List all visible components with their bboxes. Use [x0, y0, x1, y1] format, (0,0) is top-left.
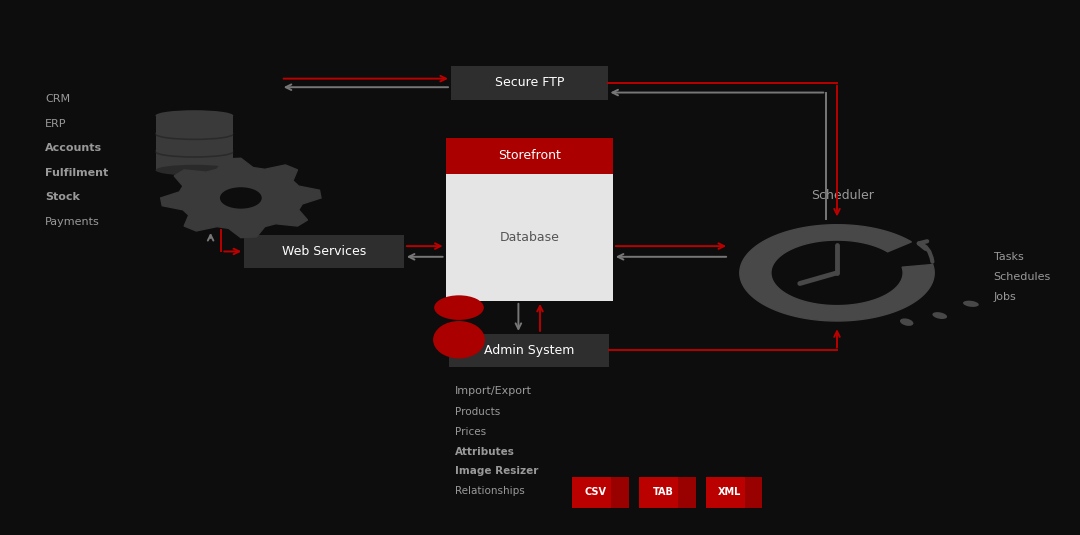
Bar: [156, 133, 233, 152]
FancyBboxPatch shape: [449, 334, 609, 367]
Text: Schedules: Schedules: [994, 272, 1051, 282]
Ellipse shape: [900, 318, 914, 326]
FancyBboxPatch shape: [244, 235, 404, 268]
Circle shape: [202, 179, 280, 217]
Polygon shape: [740, 225, 934, 321]
Text: Attributes: Attributes: [455, 447, 514, 456]
Text: Jobs: Jobs: [994, 293, 1016, 302]
Ellipse shape: [932, 312, 947, 319]
FancyBboxPatch shape: [639, 477, 696, 508]
Text: Admin System: Admin System: [484, 344, 575, 357]
Polygon shape: [161, 158, 321, 238]
Text: XML: XML: [718, 487, 742, 497]
Text: Secure FTP: Secure FTP: [495, 77, 564, 89]
FancyBboxPatch shape: [744, 477, 762, 508]
Text: Tasks: Tasks: [994, 252, 1024, 262]
Text: Fulfilment: Fulfilment: [45, 168, 109, 178]
Text: CRM: CRM: [45, 94, 70, 104]
FancyBboxPatch shape: [677, 477, 696, 508]
Text: Storefront: Storefront: [498, 149, 561, 163]
Bar: [156, 151, 233, 170]
FancyBboxPatch shape: [610, 477, 629, 508]
Ellipse shape: [156, 129, 233, 140]
Text: Relationships: Relationships: [455, 486, 525, 496]
Text: TAB: TAB: [652, 487, 674, 497]
Ellipse shape: [156, 165, 233, 175]
Text: Products: Products: [455, 407, 500, 417]
FancyBboxPatch shape: [451, 66, 607, 100]
Circle shape: [434, 295, 484, 320]
Text: Database: Database: [499, 231, 559, 244]
Ellipse shape: [156, 147, 233, 158]
Ellipse shape: [156, 128, 233, 139]
Ellipse shape: [433, 321, 485, 358]
Text: Accounts: Accounts: [45, 143, 103, 153]
Text: Import/Export: Import/Export: [455, 386, 531, 395]
Text: Scheduler: Scheduler: [811, 189, 874, 202]
Text: ERP: ERP: [45, 119, 67, 128]
Text: Web Services: Web Services: [282, 245, 366, 258]
FancyBboxPatch shape: [572, 477, 629, 508]
Ellipse shape: [156, 146, 233, 156]
FancyBboxPatch shape: [446, 174, 613, 301]
Text: Stock: Stock: [45, 193, 80, 202]
FancyBboxPatch shape: [706, 477, 762, 508]
Text: CSV: CSV: [585, 487, 607, 497]
Bar: [156, 116, 233, 135]
FancyBboxPatch shape: [446, 138, 613, 174]
Text: Image Resizer: Image Resizer: [455, 467, 538, 476]
Text: Prices: Prices: [455, 427, 486, 437]
Ellipse shape: [963, 301, 978, 307]
Circle shape: [220, 188, 261, 208]
Text: Payments: Payments: [45, 217, 100, 227]
Ellipse shape: [156, 110, 233, 121]
